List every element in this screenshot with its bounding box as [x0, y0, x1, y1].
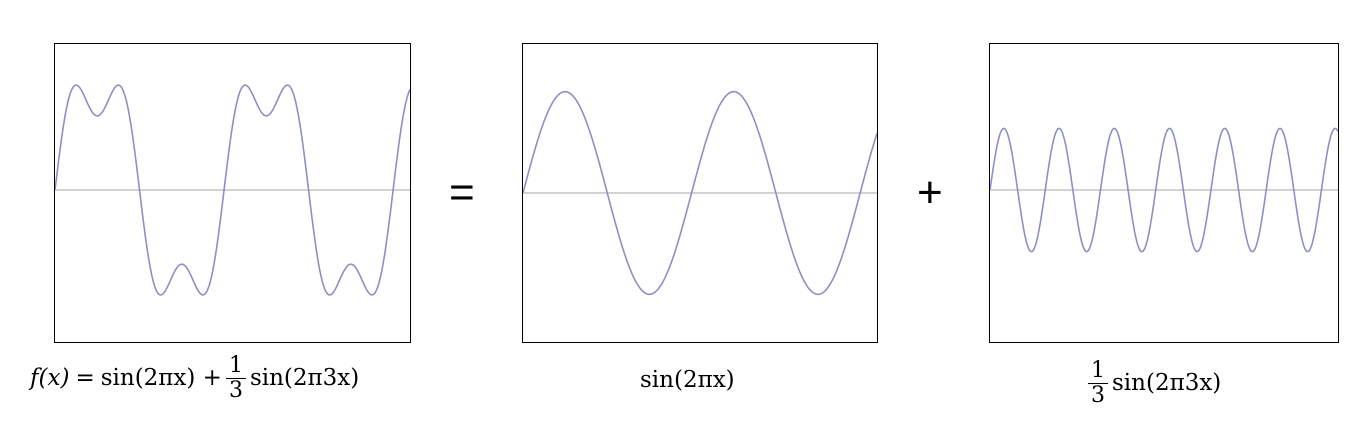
sum-caption-fraction-numerator: 1 — [225, 353, 246, 379]
fundamental-caption-text: sin(2πx) — [640, 367, 735, 393]
harmonic-plot — [990, 127, 1338, 253]
plus-sign: + — [917, 168, 943, 217]
harmonic-plot-panel — [989, 43, 1339, 343]
fundamental-plot — [523, 90, 877, 296]
sum-wave-line — [55, 84, 410, 296]
fundamental-wave-line — [523, 90, 877, 296]
harmonic-caption-fraction-numerator: 1 — [1088, 358, 1108, 384]
equals-sign: = — [449, 168, 475, 217]
sum-caption: f(x) = sin(2πx) + 1 3 sin(2π3x) — [30, 352, 359, 404]
fundamental-plot-panel — [522, 43, 878, 343]
sum-caption-fx: f(x) — [30, 365, 70, 391]
sum-caption-term1: sin(2πx) + — [100, 365, 222, 391]
sum-plot — [55, 84, 410, 296]
harmonic-caption: 1 3 sin(2π3x) — [1084, 356, 1221, 410]
harmonic-caption-fraction: 1 3 — [1088, 358, 1108, 408]
harmonic-caption-text: sin(2π3x) — [1112, 370, 1222, 396]
sum-caption-fraction-denominator: 3 — [228, 377, 243, 403]
sum-caption-fraction: 1 3 — [225, 353, 246, 403]
sum-caption-equals: = — [75, 365, 95, 391]
sum-plot-panel — [54, 43, 411, 343]
fundamental-caption: sin(2πx) — [640, 360, 735, 400]
sum-caption-term2: sin(2π3x) — [249, 365, 360, 391]
harmonic-caption-fraction-denominator: 3 — [1091, 382, 1105, 408]
harmonic-wave-line — [990, 127, 1338, 253]
